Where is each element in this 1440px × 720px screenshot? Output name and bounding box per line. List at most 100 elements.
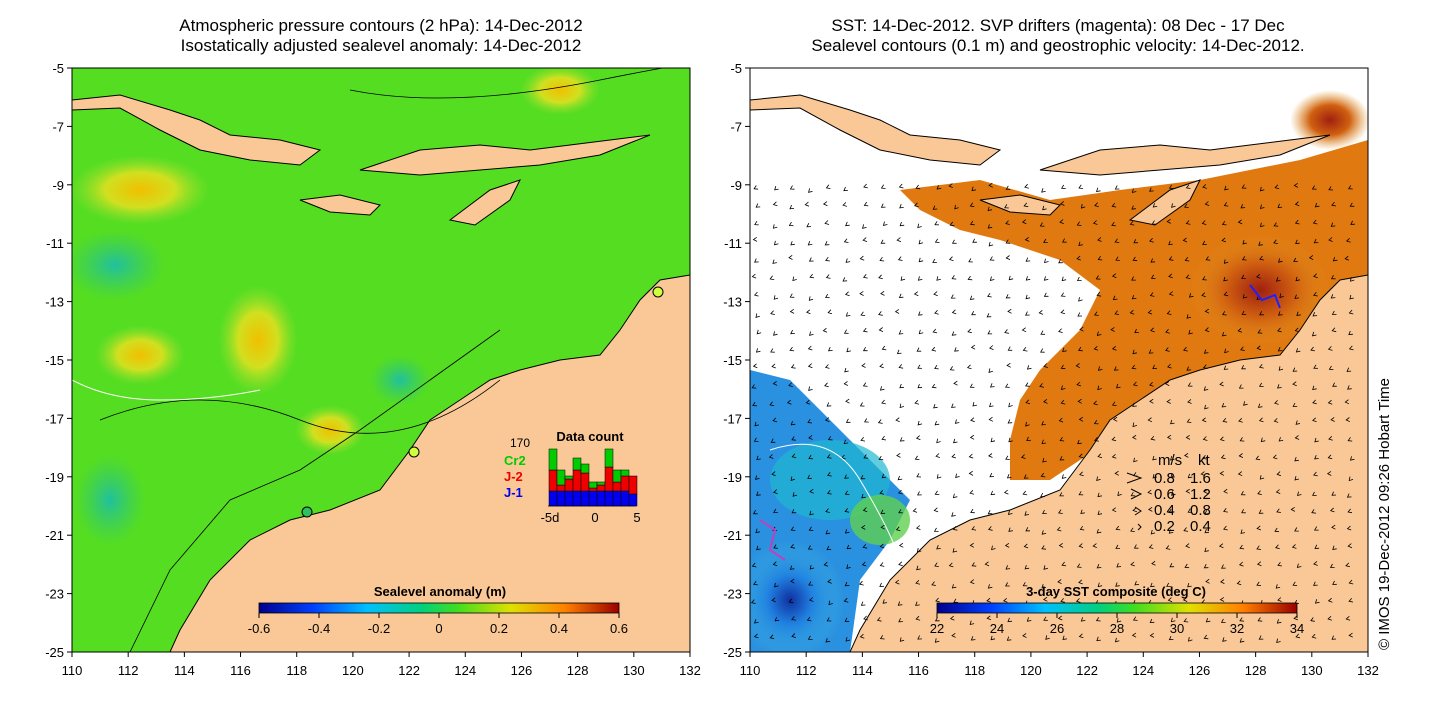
left-colorbar-ramp (258, 602, 620, 614)
velocity-arrow (1327, 454, 1333, 460)
velocity-arrow (879, 543, 885, 549)
velocity-arrow (1008, 527, 1013, 532)
velocity-arrow (932, 205, 938, 210)
velocity-arrow (1040, 472, 1046, 478)
velocity-arrow (969, 542, 975, 548)
velocity-arrow (859, 291, 864, 296)
velocity-arrow (860, 601, 866, 606)
velocity-arrow (1132, 422, 1138, 428)
velocity-arrow (1024, 382, 1030, 387)
velocity-arrow (1025, 257, 1031, 262)
velocity-arrow (1150, 327, 1155, 333)
velocity-arrow (858, 580, 864, 586)
velocity-arrow (879, 582, 884, 587)
velocity-arrow (1077, 398, 1082, 404)
velocity-arrow (880, 509, 886, 514)
velocity-arrow (951, 309, 957, 315)
velocity-arrow (900, 276, 906, 281)
velocity-arrow (970, 417, 975, 423)
velocity-arrow (1167, 597, 1173, 603)
velocity-arrow (1218, 543, 1224, 549)
velocity-arrow (1131, 632, 1137, 638)
velocity-arrow (1078, 453, 1084, 459)
velocity-arrow (1184, 452, 1189, 458)
velocity-arrow (1240, 346, 1245, 351)
velocity-arrow (771, 363, 776, 369)
data-count-bar-j1 (612, 490, 622, 507)
velocity-arrow (899, 637, 905, 642)
velocity-arrow (951, 632, 956, 638)
velocity-arrow (1221, 403, 1227, 408)
velocity-arrow (1294, 219, 1300, 225)
right-lat-ticks: -5 -7 -9 -11 -13 -15 -17 -19 -21 -23 -25 (723, 61, 750, 660)
velocity-arrow (1096, 292, 1102, 297)
velocity-arrow (1347, 543, 1353, 549)
velocity-arrow (825, 508, 830, 513)
velocity-arrow (1294, 201, 1300, 207)
velocity-arrow (791, 509, 797, 514)
velocity-arrow (753, 291, 759, 297)
velocity-arrow (1275, 544, 1280, 549)
velocity-arrow (844, 508, 850, 513)
data-count-bar-j1 (620, 490, 630, 507)
velocity-arrow (1150, 274, 1156, 279)
velocity-arrow (1331, 201, 1336, 207)
velocity-arrow (969, 579, 975, 585)
velocity-arrow (1295, 239, 1300, 244)
velocity-arrow (915, 580, 921, 585)
velocity-arrow (987, 330, 993, 335)
velocity-arrow (1330, 275, 1336, 280)
lat-tick-label: -15 (723, 353, 742, 368)
lon-tick-label: 112 (118, 663, 139, 678)
velocity-arrow (825, 529, 831, 535)
velocity-arrow (1134, 581, 1140, 586)
velocity-arrow (845, 418, 851, 423)
velocity-arrow (863, 201, 869, 207)
velocity-arrow (808, 257, 814, 262)
velocity-arrow (990, 437, 996, 443)
data-count-bar-cr2 (580, 463, 590, 474)
timor-island (448, 179, 521, 226)
velocity-arrow (1295, 276, 1300, 282)
velocity-arrow (1187, 473, 1193, 479)
velocity-arrow (1220, 579, 1225, 584)
velocity-arrow (1110, 327, 1115, 332)
velocity-arrow (1169, 563, 1175, 568)
data-count-bar-j1 (604, 490, 614, 507)
velocity-arrow (1152, 364, 1157, 370)
velocity-arrow (1166, 582, 1171, 587)
velocity-arrow (1059, 492, 1064, 497)
velocity-arrow (967, 275, 973, 281)
velocity-arrow (972, 238, 977, 243)
velocity-arrow (1331, 327, 1337, 333)
velocity-arrow (1312, 399, 1317, 405)
velocity-arrow (1061, 184, 1066, 189)
velocity-arrow (1060, 399, 1066, 405)
velocity-arrow (1058, 417, 1064, 423)
velocity-arrow (1224, 185, 1229, 191)
velocity-arrow (1096, 564, 1102, 569)
data-count-bar-j2 (596, 484, 606, 492)
lon-tick-label: 130 (1301, 663, 1323, 678)
velocity-arrow (1240, 491, 1246, 496)
velocity-arrow (933, 403, 938, 409)
left-colorbar-label: Sealevel anomaly (m) (374, 584, 506, 599)
velocity-arrow (1131, 188, 1137, 194)
legend-header-kt: kt (1198, 452, 1211, 469)
velocity-arrow (789, 185, 795, 190)
velocity-arrow (1222, 311, 1227, 316)
velocity-arrow (881, 399, 886, 405)
velocity-arrow (846, 544, 852, 550)
velocity-arrow (882, 599, 888, 604)
velocity-arrow (949, 615, 955, 621)
velocity-arrow (914, 400, 920, 405)
velocity-arrow (987, 510, 993, 515)
velocity-arrow (1348, 345, 1354, 351)
velocity-arrow (1151, 560, 1156, 566)
velocity-arrow (771, 597, 776, 603)
velocity-arrow (1117, 491, 1122, 497)
velocity-arrow (1257, 329, 1263, 334)
velocity-arrow (934, 420, 940, 426)
velocity-arrow (1204, 510, 1210, 515)
velocity-arrow (1313, 273, 1318, 279)
